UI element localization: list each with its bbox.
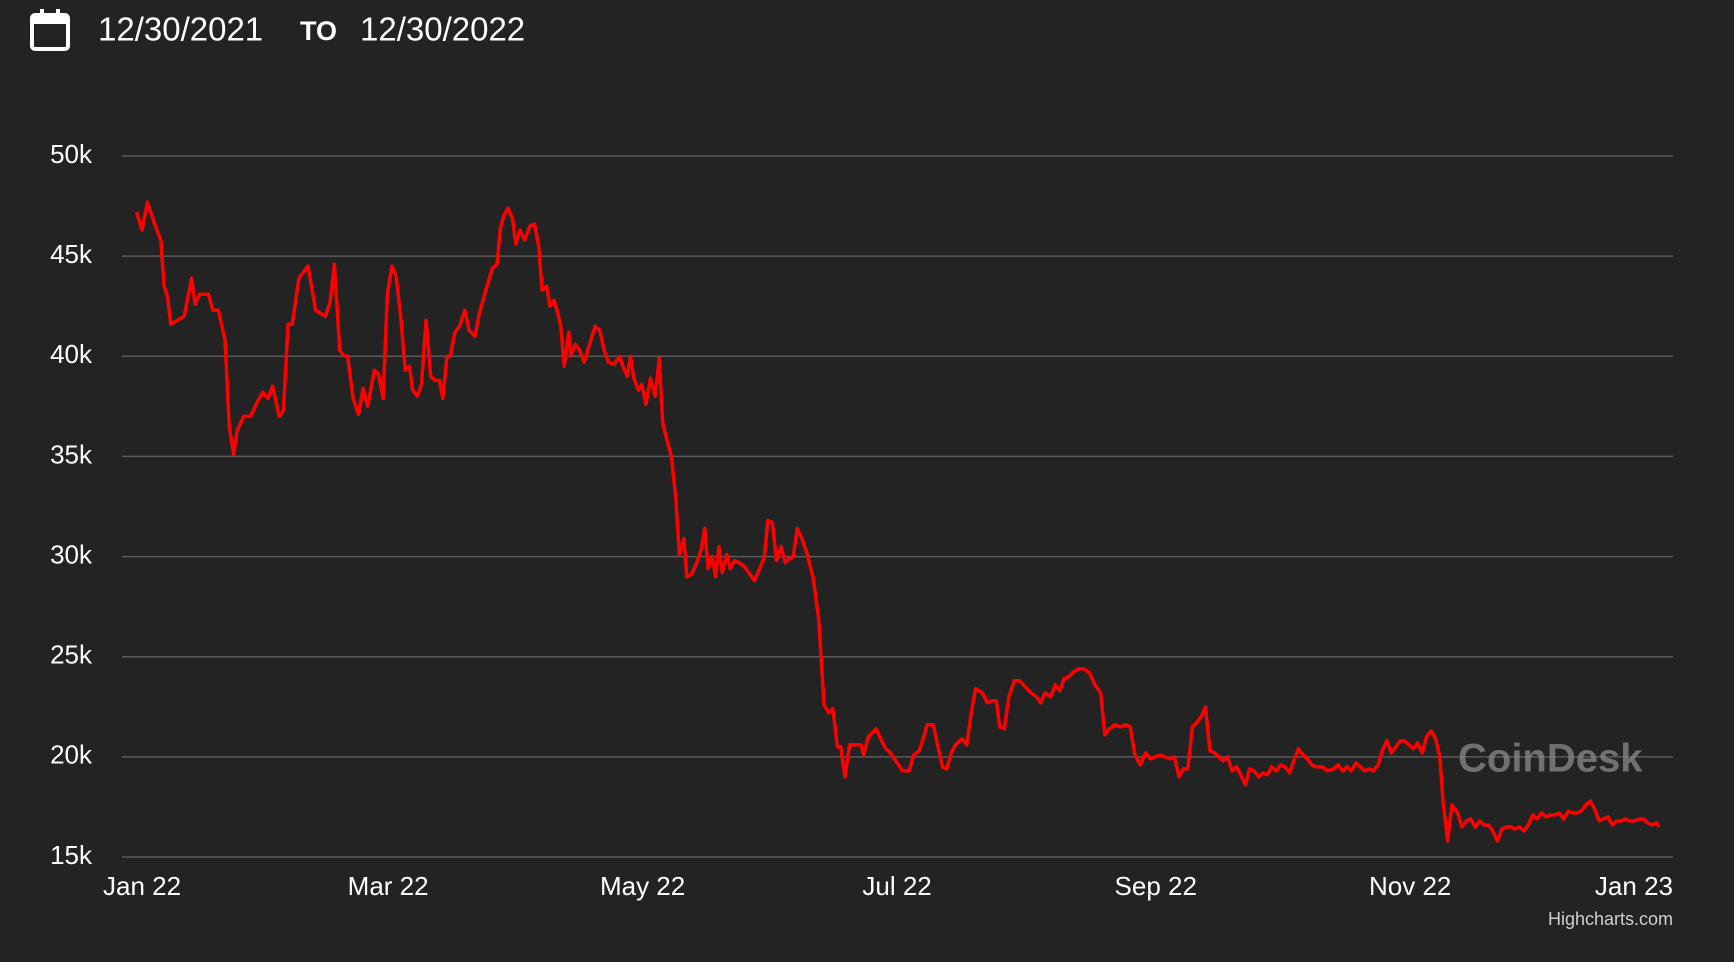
grid bbox=[122, 155, 1673, 858]
x-tick-label: Nov 22 bbox=[1369, 871, 1451, 901]
price-line bbox=[134, 200, 1661, 843]
date-from[interactable]: 12/30/2021 bbox=[98, 11, 263, 48]
date-to[interactable]: 12/30/2022 bbox=[360, 11, 525, 48]
x-tick-label: Jan 22 bbox=[103, 871, 181, 901]
x-tick-label: Sep 22 bbox=[1115, 871, 1197, 901]
y-tick-label: 30k bbox=[50, 539, 93, 569]
date-separator: TO bbox=[300, 16, 337, 46]
y-tick-label: 25k bbox=[50, 640, 93, 670]
y-tick-label: 40k bbox=[50, 339, 93, 369]
y-tick-label: 15k bbox=[50, 840, 93, 870]
y-tick-label: 35k bbox=[50, 439, 93, 469]
x-tick-label: Mar 22 bbox=[348, 871, 429, 901]
credits[interactable]: Highcharts.com bbox=[1548, 909, 1673, 929]
y-tick-label: 50k bbox=[50, 139, 93, 169]
x-tick-label: Jul 22 bbox=[862, 871, 931, 901]
x-tick-label: Jan 23 bbox=[1595, 871, 1673, 901]
y-tick-label: 20k bbox=[50, 740, 93, 770]
watermark: CoinDesk bbox=[1458, 737, 1643, 781]
x-tick-label: May 22 bbox=[600, 871, 685, 901]
calendar-icon bbox=[30, 9, 70, 51]
y-tick-label: 45k bbox=[50, 239, 93, 269]
